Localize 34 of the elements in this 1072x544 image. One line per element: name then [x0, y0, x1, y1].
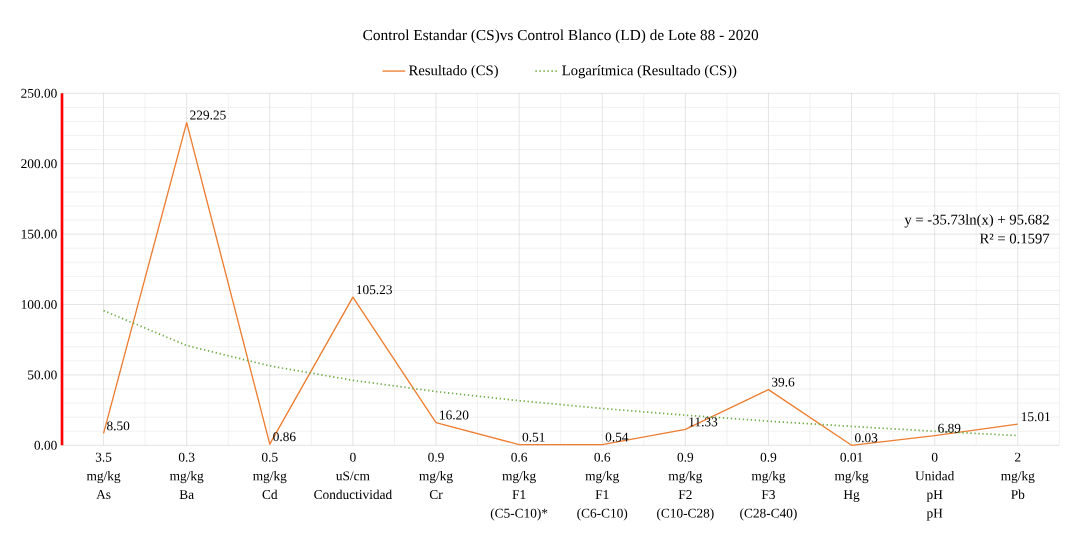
data-label: 0.51 [522, 432, 545, 442]
annotation: y = -35.73ln(x) + 95.682 [904, 214, 1049, 228]
x-tick-label: 0.9 mg/kg F2 (C10-C28) [657, 452, 714, 521]
y-tick-label: 250.00 [21, 88, 57, 98]
x-tick-label: 0 uS/cm Conductividad [314, 452, 392, 500]
data-label: 0.54 [605, 432, 629, 442]
legend-label: Logarítmica (Resultado (CS)) [562, 64, 737, 79]
x-tick-label: 0.9 mg/kg Cr [419, 452, 453, 500]
data-label: 229.25 [190, 110, 226, 120]
x-tick-label: 0.6 mg/kg F1 (C6-C10) [577, 452, 628, 521]
legend-label: Resultado (CS) [408, 65, 498, 79]
y-tick-label: 100.00 [21, 300, 57, 310]
x-tick-label: 0.9 mg/kg F3 (C28-C40) [740, 452, 797, 521]
chart-title: Control Estandar (CS)vs Control Blanco (LD) de Lote 88 - 2020 [363, 29, 759, 44]
data-label: 0.03 [855, 433, 878, 443]
data-label: 16.20 [440, 410, 469, 420]
y-tick-label: 200.00 [21, 159, 57, 169]
x-tick-label: 0.5 mg/kg Cd [253, 452, 287, 500]
data-label: 0.86 [273, 432, 296, 442]
y-tick-label: 150.00 [21, 229, 57, 239]
x-tick-label: 0.01 mg/kg Hg [834, 452, 869, 502]
data-label: 39.6 [772, 377, 795, 387]
data-label: 15.01 [1021, 412, 1050, 422]
y-tick-label: 50.00 [28, 370, 57, 380]
x-tick-label: 2 mg/kg Pb [1001, 452, 1035, 499]
x-tick-label: 3.5 mg/kg As [86, 452, 121, 499]
data-label: 6.89 [938, 423, 961, 433]
data-label: 8.50 [106, 421, 130, 431]
x-tick-label: 0.6 mg/kg F1 (C5-C10)* [490, 452, 548, 521]
x-tick-label: 0 Unidad pH pH [915, 452, 955, 521]
data-label: 105.23 [357, 285, 392, 295]
y-tick-label: 0.00 [34, 440, 57, 450]
annotation: R² = 0.1597 [979, 233, 1050, 244]
x-tick-label: 0.3 mg/kg Ba [169, 452, 204, 500]
